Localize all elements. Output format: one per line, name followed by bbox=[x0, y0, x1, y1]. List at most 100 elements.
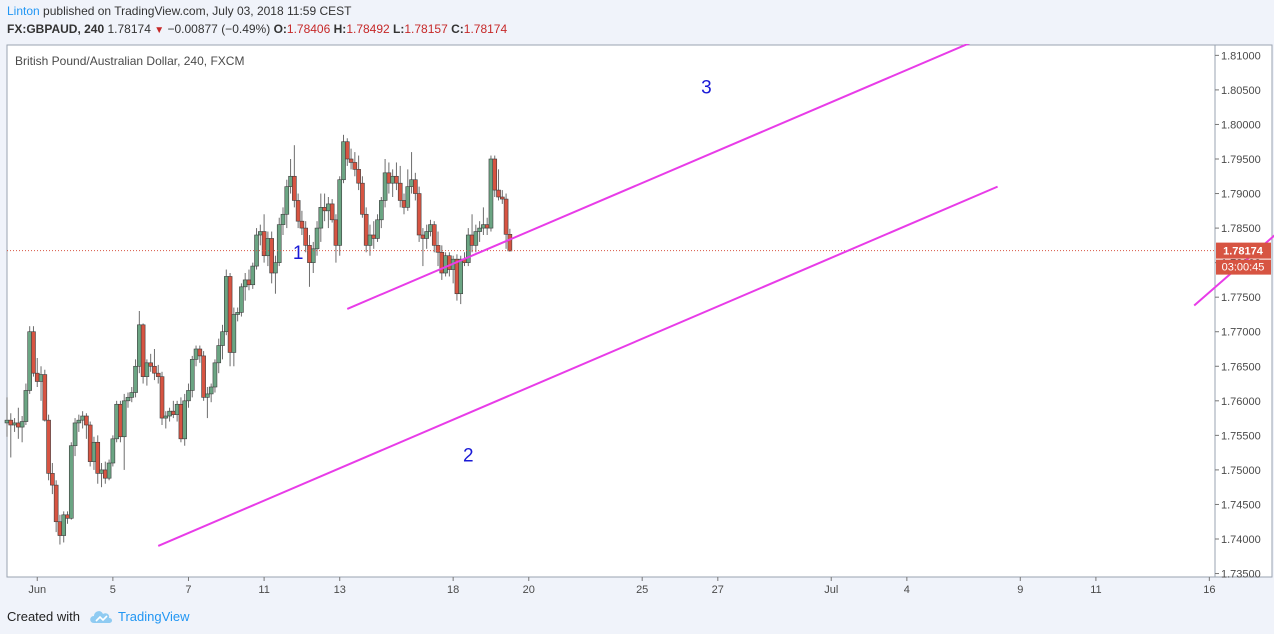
axis-ticks: 1.73500 1.74000 1.74500 1.75000 1.75500 1.760… bbox=[28, 50, 1260, 596]
candle-up bbox=[443, 255, 448, 274]
price-scale[interactable] bbox=[1214, 44, 1273, 578]
candlestick-chart[interactable]: 1.73500 1.74000 1.74500 1.75000 1.75500 1.760… bbox=[0, 30, 1274, 600]
candle-down bbox=[295, 200, 301, 222]
wave-label: 2 bbox=[463, 446, 474, 467]
countdown-label: 03:00:45 bbox=[1222, 262, 1265, 274]
candle-up bbox=[23, 390, 29, 422]
footer: Created with TradingView bbox=[0, 600, 1274, 634]
chart-area[interactable]: 1.73500 1.74000 1.74500 1.75000 1.75500 1.760… bbox=[0, 30, 1274, 600]
candle-up bbox=[144, 362, 150, 377]
candle-up bbox=[114, 403, 119, 440]
candle-up bbox=[121, 400, 127, 438]
candles bbox=[4, 134, 513, 545]
candle-down bbox=[413, 179, 418, 194]
candle-down bbox=[87, 424, 93, 462]
candle-down bbox=[420, 234, 426, 239]
last-price-marker: 1.78174 03:00:45 bbox=[1216, 242, 1271, 275]
candle-up bbox=[310, 248, 316, 263]
candle-down bbox=[329, 203, 335, 221]
candle-down bbox=[303, 227, 308, 246]
candle-up bbox=[174, 403, 180, 415]
candle-up bbox=[99, 469, 104, 474]
x-tick-label: 13 bbox=[334, 584, 346, 596]
candle-up bbox=[337, 179, 343, 246]
candle-down bbox=[53, 484, 59, 523]
candle-down bbox=[394, 175, 399, 184]
candle-up bbox=[167, 410, 172, 417]
candle-up bbox=[208, 386, 214, 395]
x-tick-label: 16 bbox=[1203, 584, 1215, 596]
candle-down bbox=[299, 220, 305, 229]
trendline bbox=[157, 185, 998, 547]
candle-up bbox=[473, 231, 479, 246]
candle-up bbox=[220, 331, 225, 346]
candle-down bbox=[435, 245, 441, 253]
candle-up bbox=[12, 422, 17, 426]
open-value: 1.78406 bbox=[286, 22, 331, 36]
candle-up bbox=[125, 397, 131, 402]
candle-down bbox=[261, 231, 267, 257]
countdown-badge bbox=[1216, 259, 1271, 275]
candle-down bbox=[431, 224, 437, 246]
candle-up bbox=[216, 345, 222, 364]
x-tick-label: 11 bbox=[258, 584, 269, 596]
candle-up bbox=[212, 362, 218, 388]
tradingview-cloud-icon[interactable] bbox=[88, 608, 114, 631]
y-tick-label: 1.76500 bbox=[1221, 361, 1261, 373]
candle-down bbox=[360, 182, 365, 215]
candle-down bbox=[322, 207, 327, 212]
candle-up bbox=[182, 400, 188, 440]
candle-up bbox=[318, 207, 324, 229]
candle-up bbox=[458, 258, 464, 295]
candle-up bbox=[137, 324, 142, 367]
trendline bbox=[346, 30, 998, 310]
symbol-label[interactable]: FX:GBPAUD, 240 bbox=[7, 22, 105, 36]
created-with-text: Created with bbox=[7, 609, 80, 624]
candle-up bbox=[235, 312, 240, 315]
candle-up bbox=[382, 172, 388, 201]
y-tick-label: 1.79000 bbox=[1221, 189, 1261, 201]
last-price-badge bbox=[1216, 242, 1271, 259]
candle-down bbox=[416, 193, 422, 236]
candle-up bbox=[27, 331, 32, 391]
last-price: 1.78174 bbox=[107, 22, 151, 36]
y-tick-label: 1.77500 bbox=[1221, 292, 1261, 304]
candle-up bbox=[4, 419, 10, 424]
candle-up bbox=[223, 276, 229, 333]
candle-up bbox=[314, 227, 320, 250]
candle-down bbox=[484, 224, 490, 229]
candle-down bbox=[57, 521, 63, 536]
tradingview-brand-link[interactable]: TradingView bbox=[118, 609, 190, 624]
candle-down bbox=[496, 189, 501, 198]
candle-up bbox=[375, 219, 380, 239]
chart-title: British Pound/Australian Dollar, 240, FX… bbox=[15, 54, 244, 68]
candle-up bbox=[273, 262, 278, 274]
candle-down bbox=[333, 219, 339, 246]
candle-down bbox=[46, 419, 51, 474]
y-tick-label: 1.75500 bbox=[1221, 430, 1261, 442]
publish-line: Linton published on TradingView.com, Jul… bbox=[7, 4, 351, 18]
low-label: L: bbox=[393, 22, 405, 36]
candle-up bbox=[239, 286, 244, 313]
candle-down bbox=[140, 324, 146, 377]
publish-info: published on TradingView.com, July 03, 2… bbox=[43, 4, 352, 18]
candle-down bbox=[447, 255, 452, 270]
candle-up bbox=[38, 374, 44, 382]
candle-up bbox=[19, 421, 25, 428]
candle-up bbox=[265, 238, 271, 257]
candle-down bbox=[155, 372, 161, 377]
plot-area[interactable] bbox=[6, 44, 1216, 578]
candle-down bbox=[50, 473, 55, 486]
candle-up bbox=[405, 186, 411, 208]
candle-down bbox=[507, 234, 513, 252]
candle-up bbox=[465, 234, 471, 263]
low-value: 1.78157 bbox=[404, 22, 448, 36]
candle-up bbox=[76, 419, 82, 424]
author-link[interactable]: Linton bbox=[7, 4, 40, 18]
candle-down bbox=[227, 276, 233, 353]
candle-up bbox=[428, 224, 433, 232]
candle-up bbox=[488, 158, 494, 229]
candle-up bbox=[250, 265, 256, 286]
y-tick-label: 1.77000 bbox=[1221, 327, 1261, 339]
candle-up bbox=[424, 231, 429, 239]
